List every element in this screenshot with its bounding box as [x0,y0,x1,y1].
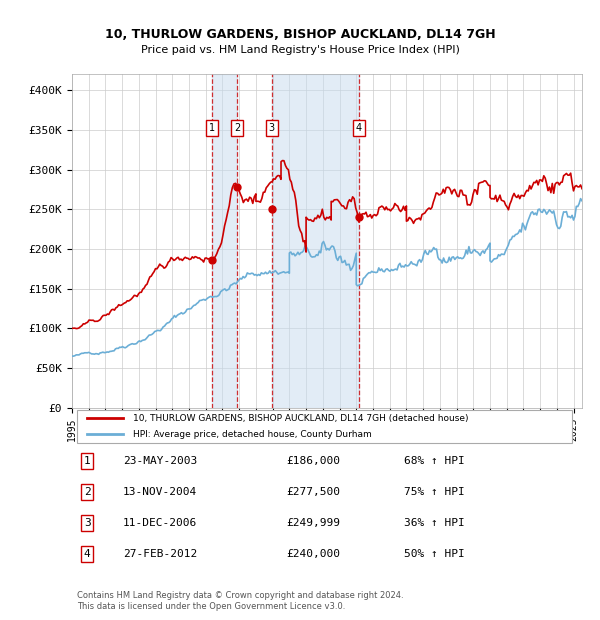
Text: Contains HM Land Registry data © Crown copyright and database right 2024.
This d: Contains HM Land Registry data © Crown c… [77,591,404,611]
Text: 10, THURLOW GARDENS, BISHOP AUCKLAND, DL14 7GH: 10, THURLOW GARDENS, BISHOP AUCKLAND, DL… [104,28,496,41]
Text: £277,500: £277,500 [286,487,340,497]
Text: 36% ↑ HPI: 36% ↑ HPI [404,518,464,528]
Text: 10, THURLOW GARDENS, BISHOP AUCKLAND, DL14 7GH (detached house): 10, THURLOW GARDENS, BISHOP AUCKLAND, DL… [133,414,469,422]
Text: £240,000: £240,000 [286,549,340,559]
Text: 1: 1 [84,456,91,466]
Text: 2: 2 [84,487,91,497]
Text: 3: 3 [269,123,275,133]
Text: 11-DEC-2006: 11-DEC-2006 [123,518,197,528]
Text: HPI: Average price, detached house, County Durham: HPI: Average price, detached house, Coun… [133,430,372,439]
Text: 4: 4 [356,123,362,133]
Bar [272,74,359,408]
Text: 2: 2 [234,123,240,133]
Text: 13-NOV-2004: 13-NOV-2004 [123,487,197,497]
Text: 75% ↑ HPI: 75% ↑ HPI [404,487,464,497]
Text: 3: 3 [84,518,91,528]
Text: 4: 4 [84,549,91,559]
Text: £186,000: £186,000 [286,456,340,466]
FancyBboxPatch shape [77,410,572,443]
Text: 23-MAY-2003: 23-MAY-2003 [123,456,197,466]
Text: 50% ↑ HPI: 50% ↑ HPI [404,549,464,559]
Text: £249,999: £249,999 [286,518,340,528]
Text: 1: 1 [209,123,215,133]
Text: Price paid vs. HM Land Registry's House Price Index (HPI): Price paid vs. HM Land Registry's House … [140,45,460,55]
Text: 68% ↑ HPI: 68% ↑ HPI [404,456,464,466]
Bar [212,74,237,408]
Text: 27-FEB-2012: 27-FEB-2012 [123,549,197,559]
